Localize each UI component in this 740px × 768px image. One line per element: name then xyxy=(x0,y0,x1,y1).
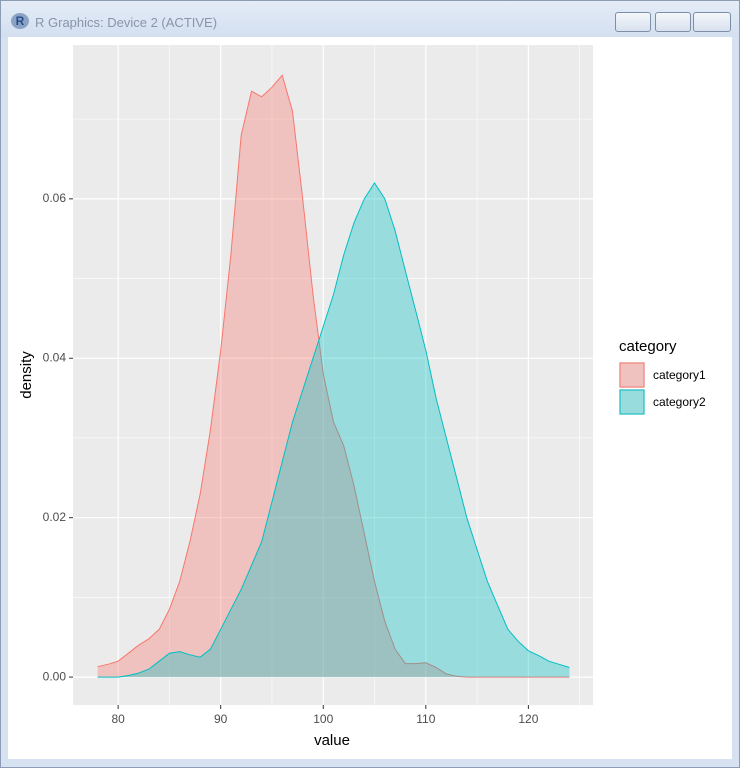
density-line xyxy=(97,74,570,678)
legend-key-bg xyxy=(619,389,645,415)
legend-label: category2 xyxy=(653,395,706,409)
title-bar: R R Graphics: Device 2 (ACTIVE) xyxy=(1,1,739,37)
x-tick-label: 110 xyxy=(416,712,435,726)
y-tick-label: 0.00 xyxy=(43,669,67,683)
panel-background xyxy=(73,45,593,705)
y-axis-label: density xyxy=(18,351,35,399)
legend-label: category1 xyxy=(653,368,706,382)
x-tick-label: 80 xyxy=(111,712,125,726)
maximize-button[interactable] xyxy=(655,12,691,32)
x-tick-label: 90 xyxy=(214,712,228,726)
density-area xyxy=(97,182,570,678)
density-line xyxy=(97,181,570,678)
legend-key-bg xyxy=(619,362,645,388)
density-area xyxy=(97,75,570,678)
x-tick-label: 120 xyxy=(518,712,538,726)
legend-key xyxy=(619,389,645,415)
x-tick-label: 100 xyxy=(313,712,333,726)
close-button[interactable] xyxy=(693,12,731,32)
legend-title: category xyxy=(619,338,677,355)
y-tick-label: 0.02 xyxy=(43,510,67,524)
x-axis-label: value xyxy=(314,732,350,749)
minimize-button[interactable] xyxy=(615,12,651,32)
y-tick-label: 0.04 xyxy=(43,350,67,364)
app-icon: R xyxy=(11,13,29,29)
legend-key xyxy=(619,362,645,388)
window-title: R Graphics: Device 2 (ACTIVE) xyxy=(35,15,218,30)
y-tick-label: 0.06 xyxy=(43,191,67,205)
